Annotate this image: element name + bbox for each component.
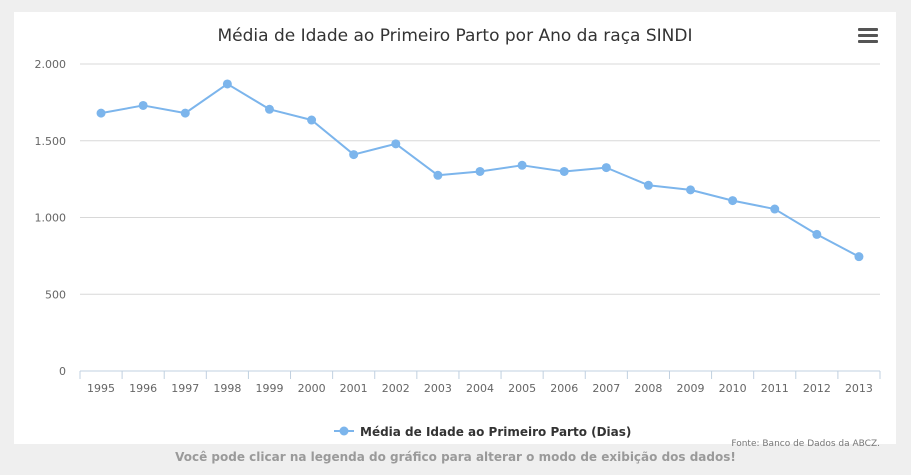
x-tick-label: 1996 bbox=[129, 382, 157, 395]
x-tick-label: 2012 bbox=[803, 382, 831, 395]
x-tick-label: 1997 bbox=[171, 382, 199, 395]
x-tick-label: 2010 bbox=[719, 382, 747, 395]
data-point bbox=[349, 150, 359, 160]
y-tick-label: 500 bbox=[45, 288, 66, 301]
chart-card bbox=[14, 12, 896, 444]
data-point bbox=[96, 108, 106, 118]
x-tick-label: 2005 bbox=[508, 382, 536, 395]
data-point bbox=[854, 252, 864, 262]
x-tick-label: 1998 bbox=[213, 382, 241, 395]
legend-marker-symbol bbox=[339, 426, 349, 436]
hamburger-menu-icon[interactable] bbox=[858, 28, 878, 44]
data-point bbox=[475, 166, 485, 176]
chart-title: Média de Idade ao Primeiro Parto por Ano… bbox=[217, 26, 692, 46]
x-tick-label: 1995 bbox=[87, 382, 115, 395]
x-tick-label: 2007 bbox=[592, 382, 620, 395]
data-point bbox=[601, 163, 611, 173]
data-point bbox=[559, 166, 569, 176]
data-point bbox=[138, 100, 148, 110]
x-tick-label: 2000 bbox=[298, 382, 326, 395]
data-point bbox=[517, 160, 527, 170]
x-tick-label: 2009 bbox=[677, 382, 705, 395]
menu-bar bbox=[858, 40, 878, 43]
x-tick-label: 2013 bbox=[845, 382, 873, 395]
data-point bbox=[433, 170, 443, 180]
x-tick-label: 2002 bbox=[382, 382, 410, 395]
data-point bbox=[686, 185, 696, 195]
data-point bbox=[770, 204, 780, 214]
legend-item[interactable]: Média de Idade ao Primeiro Parto (Dias) bbox=[334, 425, 631, 439]
legend-hint-note: Você pode clicar na legenda do gráfico p… bbox=[175, 450, 736, 464]
series-layer bbox=[96, 79, 864, 262]
x-tick-label: 2011 bbox=[761, 382, 789, 395]
chart-credits[interactable]: Fonte: Banco de Dados da ABCZ. bbox=[731, 439, 880, 449]
data-point bbox=[391, 139, 401, 149]
data-point bbox=[222, 79, 232, 89]
x-tick-label: 2006 bbox=[550, 382, 578, 395]
y-tick-label: 2.000 bbox=[35, 58, 67, 71]
y-tick-label: 1.000 bbox=[35, 212, 67, 225]
x-tick-label: 2004 bbox=[466, 382, 494, 395]
x-tick-label: 2003 bbox=[424, 382, 452, 395]
grid-layer bbox=[80, 63, 880, 372]
x-tick-label: 2001 bbox=[340, 382, 368, 395]
menu-bar bbox=[858, 28, 878, 31]
x-tick-label: 1999 bbox=[255, 382, 283, 395]
menu-bar bbox=[858, 34, 878, 37]
data-point bbox=[264, 104, 274, 114]
y-tick-label: 0 bbox=[59, 365, 66, 378]
legend-label: Média de Idade ao Primeiro Parto (Dias) bbox=[360, 425, 631, 439]
y-tick-label: 1.500 bbox=[35, 135, 67, 148]
data-point bbox=[643, 180, 653, 190]
data-point bbox=[307, 115, 317, 125]
data-point bbox=[180, 108, 190, 118]
data-point bbox=[812, 229, 822, 239]
axis-layer: 0 500 1.000 1.500 2.000 1995 1996 1997 1998 1999 2… bbox=[35, 58, 881, 395]
data-point bbox=[728, 196, 738, 206]
x-tick-label: 2008 bbox=[634, 382, 662, 395]
